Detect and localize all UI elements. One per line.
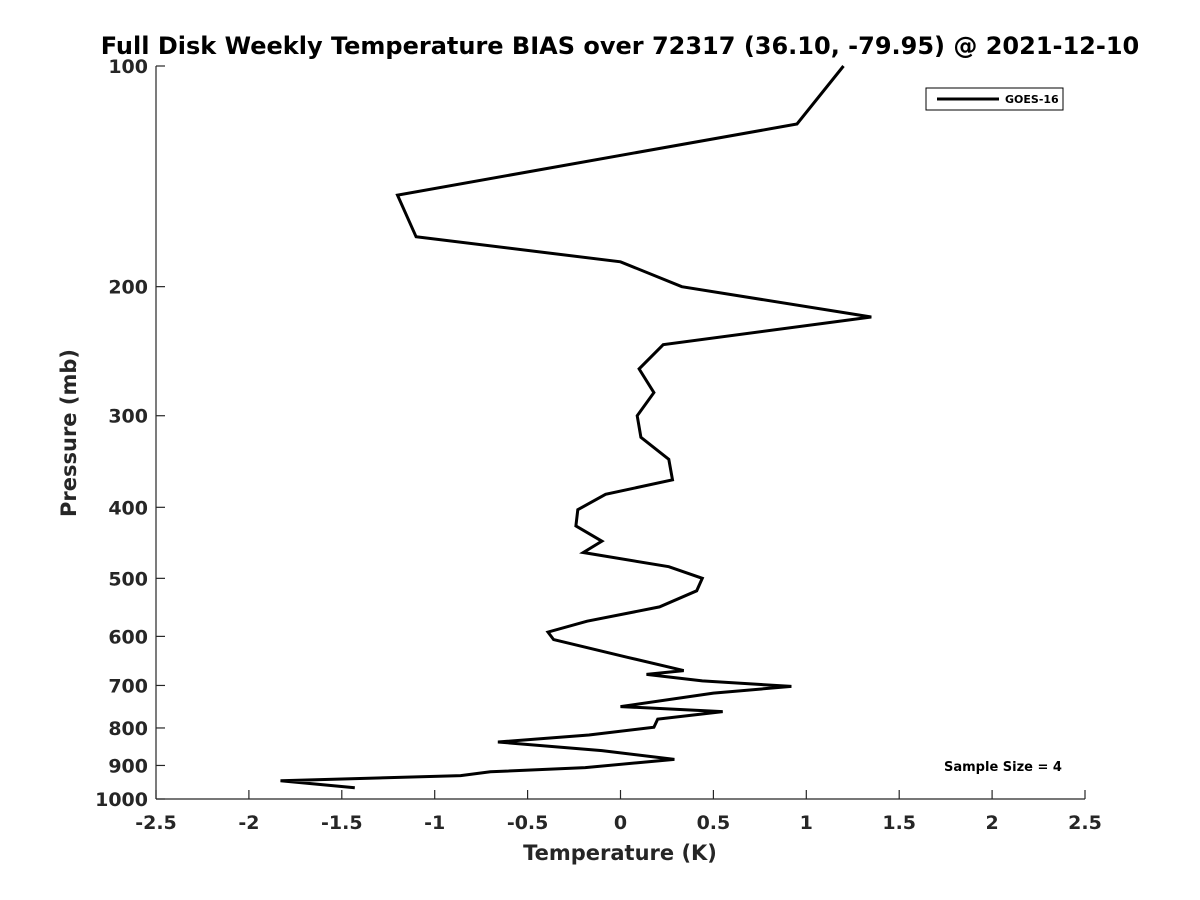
- sample-size-annotation: Sample Size = 4: [944, 760, 1062, 775]
- y-tick-label: 200: [108, 277, 148, 299]
- y-tick-label: 500: [108, 568, 148, 590]
- series-group: [280, 65, 872, 790]
- y-tick-label: 100: [108, 56, 148, 78]
- x-axis-label: Temperature (K): [523, 841, 717, 865]
- x-tick-label: -0.5: [507, 812, 549, 834]
- y-axis-label: Pressure (mb): [57, 349, 81, 517]
- x-tick-label: 1.5: [882, 812, 916, 834]
- legend: GOES-16: [925, 87, 1064, 111]
- x-tick-label: -1: [424, 812, 445, 834]
- x-tick-label: 1: [800, 812, 813, 834]
- series-line-goes-16: [280, 65, 872, 790]
- y-tick-label: 900: [108, 755, 148, 777]
- y-tick-label: 1000: [95, 789, 148, 811]
- y-tick-label: 700: [108, 675, 148, 697]
- y-tick-label: 800: [108, 718, 148, 740]
- x-tick-label: 2.5: [1068, 812, 1102, 834]
- chart-title: Full Disk Weekly Temperature BIAS over 7…: [101, 32, 1140, 60]
- x-axis-ticks: -2.5 -2 -1.5 -1 -0.5 0 0.5 1 1.5 2 2.5: [135, 790, 1102, 834]
- x-tick-label: 0: [614, 812, 627, 834]
- x-tick-label: 0.5: [697, 812, 731, 834]
- x-tick-label: -2: [238, 812, 259, 834]
- y-axis-ticks: 100 200 300 400 500 600 700 800 900 1000: [95, 56, 165, 811]
- y-tick-label: 300: [108, 406, 148, 428]
- legend-entry-goes-16: GOES-16: [1005, 93, 1059, 106]
- x-tick-label: -2.5: [135, 812, 177, 834]
- x-tick-label: 2: [985, 812, 998, 834]
- y-tick-label: 400: [108, 497, 148, 519]
- y-tick-label: 600: [108, 626, 148, 648]
- x-tick-label: -1.5: [321, 812, 363, 834]
